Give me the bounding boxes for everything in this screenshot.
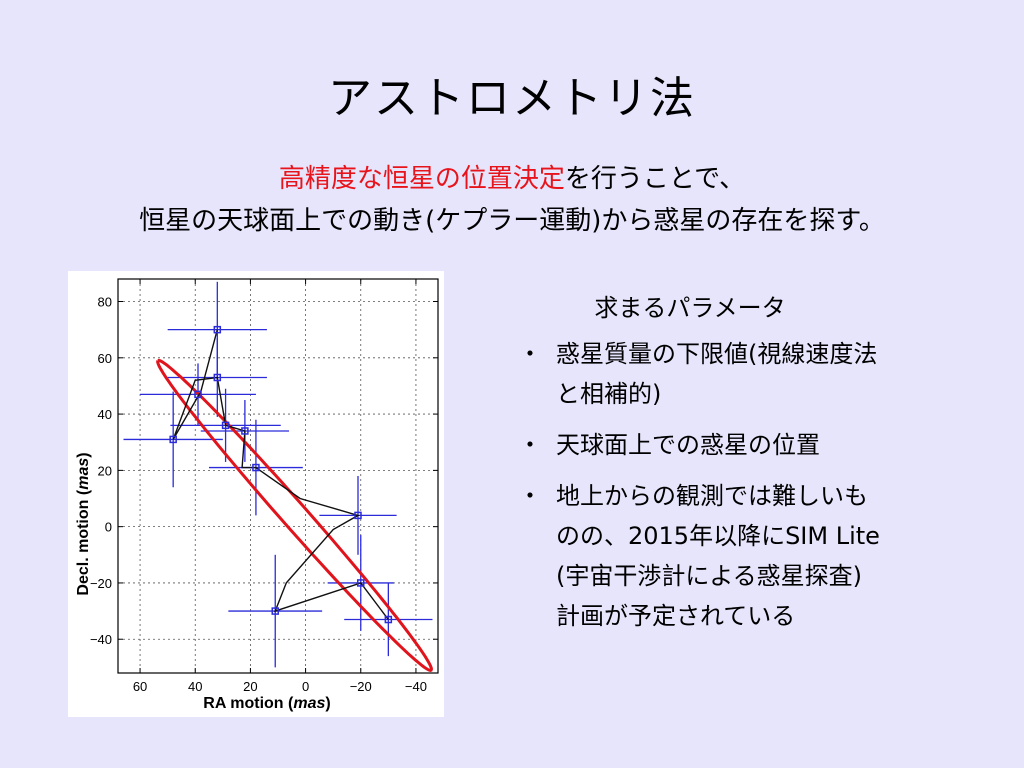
data-point: [271, 607, 279, 615]
y-tick-label: 20: [98, 463, 112, 478]
slide-title: アストロメトリ法: [328, 73, 696, 124]
subtitle-line-1-rest: を行うことで、: [564, 164, 746, 194]
data-point: [213, 373, 222, 382]
x-tick-label: −40: [405, 679, 427, 694]
list-item: ・ 天球面上での惑星の位置: [510, 425, 1010, 465]
model-path-group: [172, 329, 389, 620]
chart-frame: [117, 278, 439, 674]
list-item-line: と相補的): [556, 380, 662, 408]
list-item-line: 惑星質量の下限値(視線速度法: [556, 340, 878, 368]
orbit-ellipse: [156, 358, 433, 672]
y-tick-label: 40: [98, 407, 112, 422]
data-point: [213, 325, 222, 334]
chart-svg: 60 40 20 0 −20 −40 80 60 40 20 0 −20 −40 RA motion (…: [75, 278, 439, 712]
y-axis-label: Decl. motion (mas): [75, 452, 92, 595]
data-point: [169, 435, 177, 444]
list-item: ・ 地上からの観測では難しいも のの、2015年以降にSIM Lite (宇宙干…: [510, 476, 1010, 636]
y-axis-label-main: Decl. motion: [75, 500, 92, 596]
subtitle-line-1: 高精度な恒星の位置決定を行うことで、: [0, 158, 1024, 195]
plot-frame: [117, 278, 439, 674]
x-tick-label: −20: [350, 679, 372, 694]
x-axis-label-main: RA motion: [203, 695, 283, 712]
list-item-line: のの、2015年以降にSIM Lite: [556, 522, 880, 550]
x-tick-label: 0: [302, 679, 309, 694]
subtitle-line-2: 恒星の天球面上での動き(ケプラー運動)から惑星の存在を探す。: [139, 206, 885, 236]
x-axis-label-unit: mas: [293, 695, 325, 712]
list-item-line: 計画が予定されている: [556, 602, 796, 630]
subtitle-highlight: 高精度な恒星の位置決定: [278, 164, 565, 194]
list-item-line: 天球面上での惑星の位置: [556, 431, 820, 459]
x-axis-label: RA motion (mas): [203, 695, 330, 712]
y-tick-label: −40: [90, 632, 112, 647]
y-tick-label: 60: [98, 351, 112, 366]
data-point: [354, 511, 362, 520]
x-tick-label: 40: [188, 679, 202, 694]
data-point: [241, 427, 249, 435]
chart-grid: [118, 279, 438, 673]
bullet-mark: ・: [518, 340, 542, 368]
bullet-mark: ・: [518, 431, 542, 459]
chart-ticks: [118, 279, 438, 673]
x-tick-label: 60: [133, 679, 147, 694]
data-point: [384, 615, 393, 624]
list-item-line: (宇宙干渉計による惑星探査): [556, 562, 863, 590]
model-path: [172, 329, 389, 620]
x-tick-label: 20: [243, 679, 257, 694]
parameters-heading: 求まるパラメータ: [594, 294, 786, 322]
y-tick-label: 0: [105, 520, 112, 535]
tick-labels: 60 40 20 0 −20 −40 80 60 40 20 0 −20 −40: [90, 295, 427, 694]
bullet-mark: ・: [518, 482, 542, 510]
astrometry-chart: 60 40 20 0 −20 −40 80 60 40 20 0 −20 −40 RA motion (…: [68, 271, 444, 717]
y-tick-label: 80: [98, 295, 112, 310]
parameter-panel: 求まるパラメータ ・ 惑星質量の下限値(視線速度法 と相補的) ・ 天球面上での…: [510, 288, 1010, 647]
data-point: [194, 390, 202, 399]
data-points: [169, 325, 393, 624]
data-point: [221, 421, 230, 430]
orbit-ellipse-group: [156, 358, 433, 672]
list-item: ・ 惑星質量の下限値(視線速度法 と相補的): [510, 334, 1010, 414]
data-point: [357, 579, 365, 587]
parameter-list: ・ 惑星質量の下限値(視線速度法 と相補的) ・ 天球面上での惑星の位置 ・ 地…: [510, 334, 1010, 636]
data-point: [252, 463, 260, 472]
y-tick-label: −20: [90, 576, 112, 591]
list-item-line: 地上からの観測では難しいも: [556, 482, 868, 510]
y-axis-label-unit: mas: [75, 458, 92, 490]
